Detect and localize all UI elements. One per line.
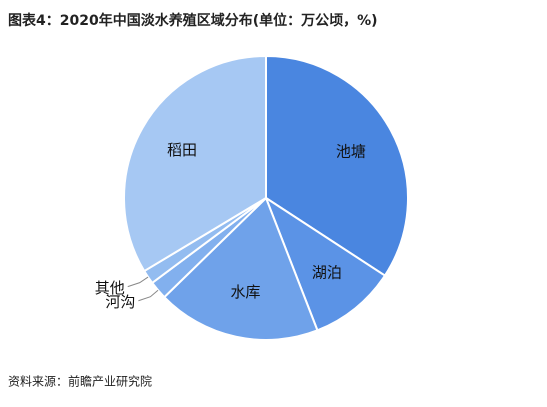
slice-label: 池塘 — [336, 143, 366, 161]
slice-label: 河沟 — [105, 293, 135, 311]
slice-label: 其他 — [95, 279, 125, 297]
chart-title: 图表4：2020年中国淡水养殖区域分布(单位：万公顷，%) — [8, 12, 378, 29]
leader-line — [127, 276, 149, 288]
source-note: 资料来源：前瞻产业研究院 — [8, 374, 152, 389]
pie-slice — [263, 195, 387, 332]
leader-line — [138, 289, 159, 302]
slice-label: 稻田 — [167, 141, 197, 159]
pie-slice — [123, 54, 267, 273]
slice-label: 湖泊 — [312, 263, 342, 281]
slice-label: 水库 — [231, 283, 261, 301]
pie-slice — [162, 196, 319, 341]
